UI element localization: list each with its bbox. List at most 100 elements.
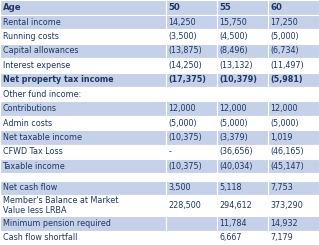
Bar — [217, 0, 268, 15]
Text: (45,147): (45,147) — [271, 162, 304, 171]
Bar — [0, 15, 166, 29]
Bar — [217, 101, 268, 116]
Bar — [0, 44, 166, 58]
Bar — [166, 159, 217, 173]
Bar — [0, 195, 166, 216]
Bar — [268, 216, 319, 231]
Bar — [217, 73, 268, 87]
Text: (46,165): (46,165) — [271, 147, 304, 156]
Bar — [0, 159, 166, 173]
Text: 17,250: 17,250 — [271, 18, 298, 27]
Text: Interest expense: Interest expense — [3, 61, 70, 70]
Bar — [268, 181, 319, 195]
Text: Member's Balance at Market
Value less LRBA: Member's Balance at Market Value less LR… — [3, 196, 118, 215]
Bar — [166, 231, 217, 245]
Text: Admin costs: Admin costs — [3, 119, 52, 127]
Text: 11,784: 11,784 — [219, 219, 247, 228]
Bar — [166, 87, 217, 101]
Bar — [0, 231, 166, 245]
Bar — [217, 15, 268, 29]
Bar — [268, 173, 319, 181]
Bar — [166, 73, 217, 87]
Bar — [268, 101, 319, 116]
Text: (10,379): (10,379) — [219, 75, 257, 84]
Text: 6,667: 6,667 — [219, 233, 242, 242]
Text: (5,000): (5,000) — [219, 119, 248, 127]
Bar — [166, 101, 217, 116]
Bar — [268, 0, 319, 15]
Bar — [217, 29, 268, 44]
Text: 55: 55 — [219, 3, 231, 12]
Bar — [268, 58, 319, 73]
Text: Minimum pension required: Minimum pension required — [3, 219, 110, 228]
Bar — [217, 231, 268, 245]
Bar — [166, 15, 217, 29]
Bar — [0, 130, 166, 145]
Text: (13,132): (13,132) — [219, 61, 253, 70]
Text: (4,500): (4,500) — [219, 32, 248, 41]
Bar — [268, 15, 319, 29]
Text: Running costs: Running costs — [3, 32, 58, 41]
Bar — [0, 0, 166, 15]
Text: Net property tax income: Net property tax income — [3, 75, 113, 84]
Text: (5,000): (5,000) — [271, 32, 299, 41]
Text: (40,034): (40,034) — [219, 162, 253, 171]
Bar — [166, 0, 217, 15]
Bar — [0, 87, 166, 101]
Bar — [166, 181, 217, 195]
Text: -: - — [168, 147, 171, 156]
Text: (10,375): (10,375) — [168, 162, 202, 171]
Text: 14,932: 14,932 — [271, 219, 298, 228]
Bar — [0, 145, 166, 159]
Text: 7,179: 7,179 — [271, 233, 293, 242]
Text: (10,375): (10,375) — [168, 133, 202, 142]
Text: Net taxable income: Net taxable income — [3, 133, 82, 142]
Bar — [166, 145, 217, 159]
Bar — [166, 58, 217, 73]
Bar — [166, 216, 217, 231]
Text: 50: 50 — [168, 3, 180, 12]
Bar — [217, 145, 268, 159]
Text: (8,496): (8,496) — [219, 47, 248, 55]
Bar — [217, 159, 268, 173]
Text: 60: 60 — [271, 3, 282, 12]
Bar — [166, 116, 217, 130]
Bar — [268, 73, 319, 87]
Bar — [166, 173, 217, 181]
Bar — [166, 44, 217, 58]
Text: 12,000: 12,000 — [271, 104, 298, 113]
Bar — [268, 159, 319, 173]
Text: CFWD Tax Loss: CFWD Tax Loss — [3, 147, 62, 156]
Bar — [268, 231, 319, 245]
Bar — [217, 173, 268, 181]
Text: (3,379): (3,379) — [219, 133, 248, 142]
Bar — [0, 101, 166, 116]
Bar — [268, 130, 319, 145]
Text: Age: Age — [3, 3, 21, 12]
Text: 1,019: 1,019 — [271, 133, 293, 142]
Bar — [217, 130, 268, 145]
Bar — [268, 87, 319, 101]
Bar — [166, 29, 217, 44]
Text: Taxable income: Taxable income — [3, 162, 65, 171]
Bar — [268, 145, 319, 159]
Bar — [268, 195, 319, 216]
Text: Cash flow shortfall: Cash flow shortfall — [3, 233, 77, 242]
Bar — [0, 173, 166, 181]
Text: 228,500: 228,500 — [168, 201, 201, 210]
Text: 12,000: 12,000 — [168, 104, 196, 113]
Text: (11,497): (11,497) — [271, 61, 304, 70]
Text: (6,734): (6,734) — [271, 47, 299, 55]
Bar — [0, 216, 166, 231]
Bar — [217, 181, 268, 195]
Bar — [0, 181, 166, 195]
Text: 3,500: 3,500 — [168, 183, 191, 192]
Bar — [217, 216, 268, 231]
Bar — [0, 73, 166, 87]
Text: Capital allowances: Capital allowances — [3, 47, 78, 55]
Text: 294,612: 294,612 — [219, 201, 252, 210]
Text: 7,753: 7,753 — [271, 183, 293, 192]
Text: 14,250: 14,250 — [168, 18, 196, 27]
Text: (14,250): (14,250) — [168, 61, 202, 70]
Text: 373,290: 373,290 — [271, 201, 303, 210]
